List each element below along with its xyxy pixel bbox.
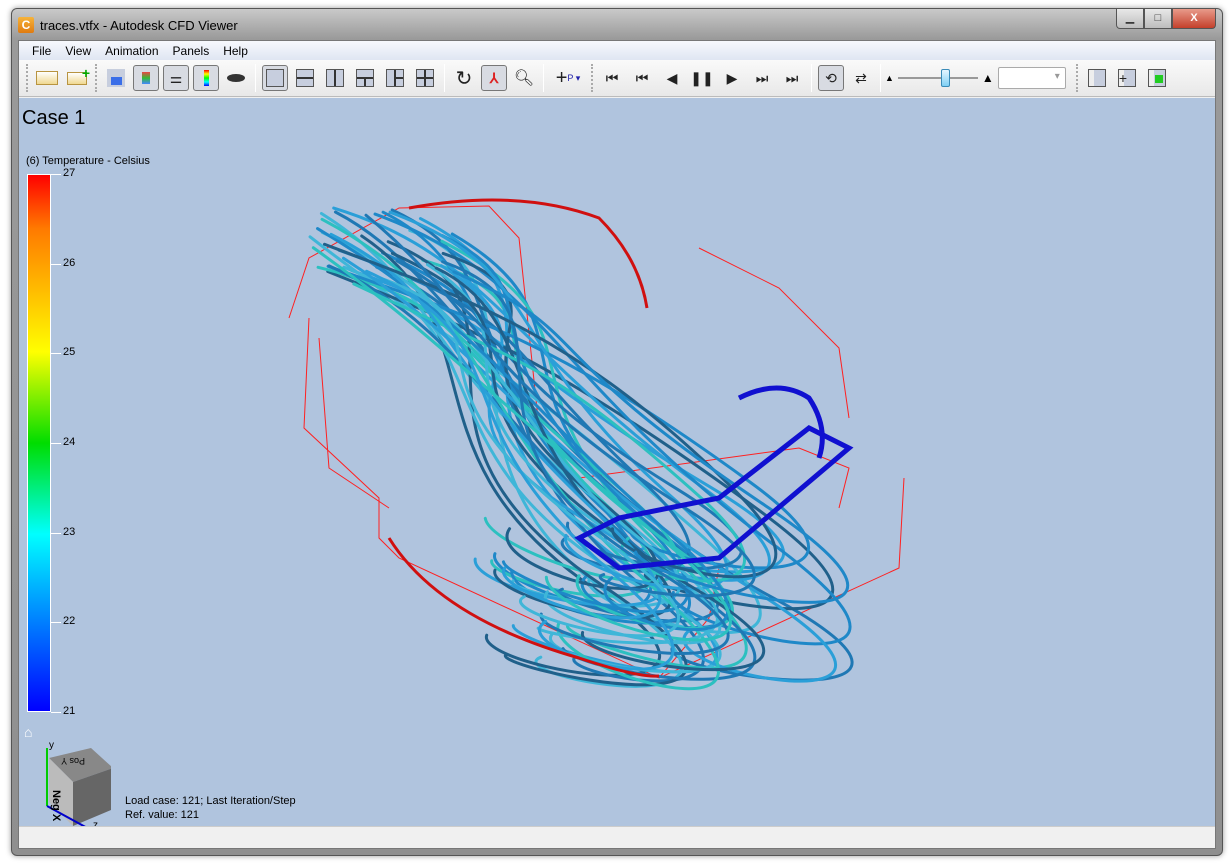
legend-tick-label: 26 — [63, 256, 76, 269]
legend-tick — [51, 532, 61, 534]
maximize-button[interactable]: □ — [1144, 9, 1172, 29]
first-frame-icon[interactable]: ⏮ — [605, 69, 619, 86]
legend-tick — [51, 353, 61, 355]
streamline — [452, 270, 850, 604]
toolbar-grip — [95, 64, 98, 92]
toolbar-separator — [880, 64, 881, 92]
status-bar — [19, 826, 1215, 848]
properties-icon[interactable] — [103, 65, 129, 91]
streamline — [440, 234, 690, 614]
home-view-icon[interactable]: ⌂ — [24, 724, 33, 740]
streamline — [434, 266, 766, 672]
grid-lines-icon[interactable]: ⚌ — [163, 65, 189, 91]
speed-slider-thumb[interactable] — [940, 69, 950, 87]
minimize-button[interactable]: ▁ — [1116, 9, 1144, 29]
cube-face-front: Neg X — [50, 790, 62, 822]
pane-3-icon[interactable] — [1144, 65, 1170, 91]
frame-select[interactable] — [997, 67, 1066, 89]
legend-tick — [51, 622, 61, 624]
pane-2-icon[interactable]: + — [1114, 65, 1140, 91]
slow-icon: ▲ — [885, 73, 894, 83]
streamline — [395, 259, 743, 570]
loop-icon[interactable]: ⟲ — [818, 65, 844, 91]
rotate-icon[interactable]: ↻ — [455, 67, 473, 90]
toolbar-grip — [591, 64, 594, 92]
streamlines — [308, 206, 854, 691]
legend-tick — [51, 263, 61, 265]
streamline — [364, 213, 756, 598]
streamline — [320, 230, 719, 645]
menu-panels[interactable]: Panels — [172, 43, 210, 58]
view-cube[interactable]: Neg X Pos Y y z — [31, 738, 111, 828]
window-title: traces.vtfx - Autodesk CFD Viewer — [40, 18, 238, 33]
menu-view[interactable]: View — [65, 43, 92, 58]
speed-slider[interactable] — [897, 68, 978, 88]
app-window: C traces.vtfx - Autodesk CFD Viewer ▁ □ … — [11, 8, 1223, 856]
toolbar-grip — [1075, 64, 1079, 92]
axis-y-label: y — [49, 740, 54, 751]
title-bar: C traces.vtfx - Autodesk CFD Viewer ▁ □ … — [12, 9, 1222, 41]
load-case-line: Load case: 121; Last Iteration/Step — [125, 795, 296, 807]
pause-icon[interactable]: ❚❚ — [690, 69, 714, 86]
legend-icon[interactable] — [133, 65, 159, 91]
streamline — [311, 246, 732, 642]
shading-icon[interactable] — [223, 65, 249, 91]
swing-icon[interactable]: ⇄ — [855, 69, 867, 86]
streamline — [426, 263, 722, 645]
close-button[interactable]: X — [1172, 9, 1216, 29]
toolbar-separator — [255, 64, 256, 92]
axis-view-icon[interactable]: ⅄ — [481, 65, 507, 91]
play-backward-icon[interactable]: ◀ — [666, 69, 678, 86]
split-left-icon[interactable] — [382, 65, 408, 91]
split-vertical-icon[interactable] — [322, 65, 348, 91]
legend-tick-label: 21 — [63, 705, 76, 717]
pick-point-icon[interactable]: + P ▾ — [555, 66, 581, 89]
legend-tick-label: 27 — [63, 167, 76, 179]
axis-z-label: z — [93, 820, 98, 828]
cube-face-top: Pos Y — [61, 756, 85, 766]
legend-tick — [51, 712, 61, 713]
next-frame-icon[interactable]: ⏭︎ — [755, 69, 769, 86]
fast-icon: ▲ — [981, 71, 994, 85]
app-icon: C — [18, 17, 34, 33]
legend-tick-label: 25 — [63, 346, 76, 359]
legend-tick — [51, 443, 61, 444]
add-file-icon[interactable]: + — [64, 65, 90, 91]
last-frame-icon[interactable]: ⏭ — [785, 69, 799, 86]
zoom-icon[interactable]: 🔍︎ — [513, 70, 535, 87]
legend-tick-label: 24 — [63, 436, 76, 448]
toolbar-separator — [444, 64, 445, 92]
ref-value-line: Ref. value: 121 — [125, 809, 199, 821]
menu-bar: File View Animation Panels Help — [19, 41, 1215, 60]
legend-tick — [51, 174, 61, 175]
streamline-scene[interactable] — [19, 98, 1215, 828]
toolbar-separator — [811, 64, 812, 92]
load-case-info: Load case: 121; Last Iteration/Step Ref.… — [125, 794, 296, 822]
single-view-icon[interactable] — [262, 65, 288, 91]
menu-animation[interactable]: Animation — [105, 43, 159, 58]
toolbar-separator — [543, 64, 544, 92]
menu-file[interactable]: File — [32, 43, 52, 58]
color-legend-bar — [27, 174, 51, 712]
pane-1-icon[interactable] — [1084, 65, 1110, 91]
toolbar-grip[interactable] — [26, 64, 29, 92]
menu-help[interactable]: Help — [223, 43, 248, 58]
legend-tick-label: 23 — [63, 525, 76, 538]
streamline — [388, 210, 729, 591]
client-area: File View Animation Panels Help + ⚌ ↻ ⅄ … — [18, 40, 1216, 849]
case-title: Case 1 — [22, 107, 86, 129]
open-file-icon[interactable] — [34, 65, 60, 91]
toolbar: + ⚌ ↻ ⅄ 🔍︎ + P ▾ ⏮ ⏮︎ ◀ ❚❚ ▶ ⏭︎ ⏭ ⟲ ⇄ ▲ ▲… — [19, 60, 1215, 97]
split-quad-icon[interactable] — [412, 65, 438, 91]
split-horizontal-icon[interactable] — [292, 65, 318, 91]
prev-frame-icon[interactable]: ⏮︎ — [635, 69, 649, 86]
legend-tick-label: 22 — [63, 615, 76, 628]
play-icon[interactable]: ▶ — [726, 69, 738, 86]
split-top-icon[interactable] — [352, 65, 378, 91]
color-scale-icon[interactable] — [193, 65, 219, 91]
legend-title: (6) Temperature - Celsius — [26, 155, 150, 167]
3d-viewport[interactable]: Case 1 (6) Temperature - Celsius 27 26 25 2… — [19, 98, 1215, 828]
